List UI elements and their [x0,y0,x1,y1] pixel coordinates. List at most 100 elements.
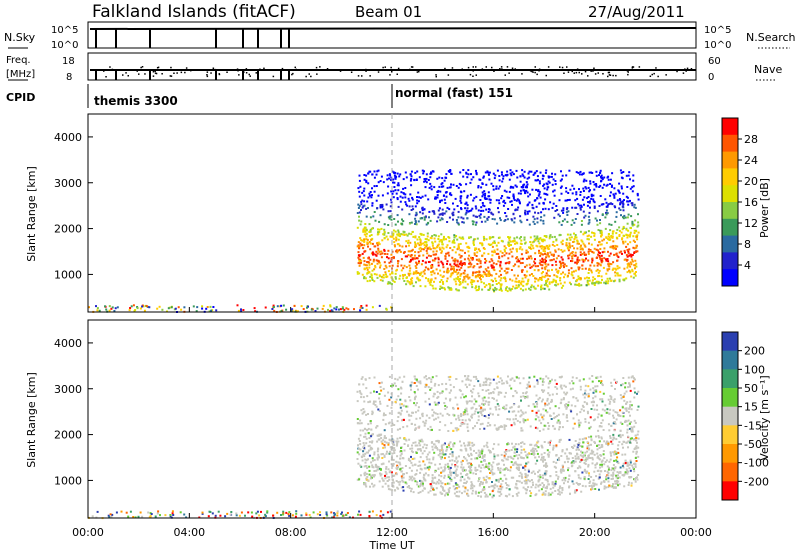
echo-point [438,429,441,431]
echo-point [132,304,135,307]
echo-point [580,223,583,226]
echo-point [357,262,360,265]
echo-point [515,277,518,280]
echo-point [634,219,637,222]
echo-point [579,207,582,209]
echo-point [409,173,412,176]
echo-point [406,255,409,258]
echo-point [597,413,600,416]
echo-point [603,257,606,260]
echo-point [410,184,413,187]
echo-point [479,199,482,201]
echo-point [561,488,564,491]
echo-point [548,181,551,184]
echo-point [590,197,593,200]
echo-point [495,187,498,190]
echo-point [490,264,493,267]
echo-point [486,218,489,221]
echo-point [429,182,432,185]
echo-point [399,274,402,277]
echo-point [623,279,626,282]
echo-point [578,173,581,176]
echo-point [419,238,422,241]
echo-point [534,462,537,465]
echo-point [436,413,439,416]
echo-point [436,244,439,247]
echo-point [391,489,393,492]
echo-point [546,274,549,277]
nave-dot [138,73,140,75]
echo-point [493,249,496,252]
echo-point [601,178,604,181]
echo-point [143,309,146,312]
echo-point [560,471,563,474]
echo-point [522,184,525,187]
echo-point [515,391,518,394]
echo-point [607,262,610,265]
echo-point [505,458,508,461]
echo-point [545,465,547,468]
echo-point [487,403,490,406]
echo-point [440,445,443,448]
echo-point [571,387,574,390]
echo-point [601,384,604,387]
echo-point [505,467,508,469]
nave-dot [475,74,477,76]
echo-point [610,381,613,384]
echo-point [544,250,546,253]
echo-point [459,476,462,479]
y-tick-label: 2000 [54,223,82,236]
echo-point [477,185,480,187]
nave-dot [365,68,367,71]
echo-point [612,451,615,454]
echo-point [525,274,528,277]
echo-point [365,264,368,267]
echo-point [477,415,480,418]
echo-point [504,262,507,265]
echo-point [375,469,378,472]
echo-point [365,179,368,182]
echo-point [600,230,603,233]
nave-dot [161,73,163,75]
echo-point [624,240,627,243]
echo-point [568,244,571,247]
echo-point [571,271,574,274]
nave-dot [210,72,212,74]
echo-point [619,169,622,172]
echo-point [605,241,608,244]
echo-point [558,407,561,410]
echo-point [427,179,430,181]
echo-point [430,237,433,240]
echo-point [371,482,373,485]
echo-point [467,250,470,253]
echo-point [468,469,471,472]
echo-point [611,232,614,235]
echo-point [611,474,614,477]
echo-point [487,216,490,219]
echo-point [398,175,401,178]
echo-point [587,444,590,447]
echo-point [477,449,480,452]
echo-point [560,272,563,275]
echo-point [604,404,607,407]
nave-dot [627,73,629,76]
echo-point [466,400,469,403]
nave-dot [155,72,158,75]
nave-dot [521,73,523,75]
echo-point [614,220,617,223]
echo-point [526,210,529,213]
echo-point [537,446,540,449]
echo-point [498,185,501,188]
echo-point [599,222,602,225]
echo-point [358,215,360,218]
echo-point [465,378,468,381]
echo-point [476,469,479,471]
echo-point [518,475,521,478]
echo-point [360,377,363,380]
echo-point [464,207,467,210]
echo-point [626,469,629,472]
echo-point [552,253,555,256]
echo-point [420,271,423,274]
echo-point [430,267,433,269]
echo-point [538,419,541,422]
